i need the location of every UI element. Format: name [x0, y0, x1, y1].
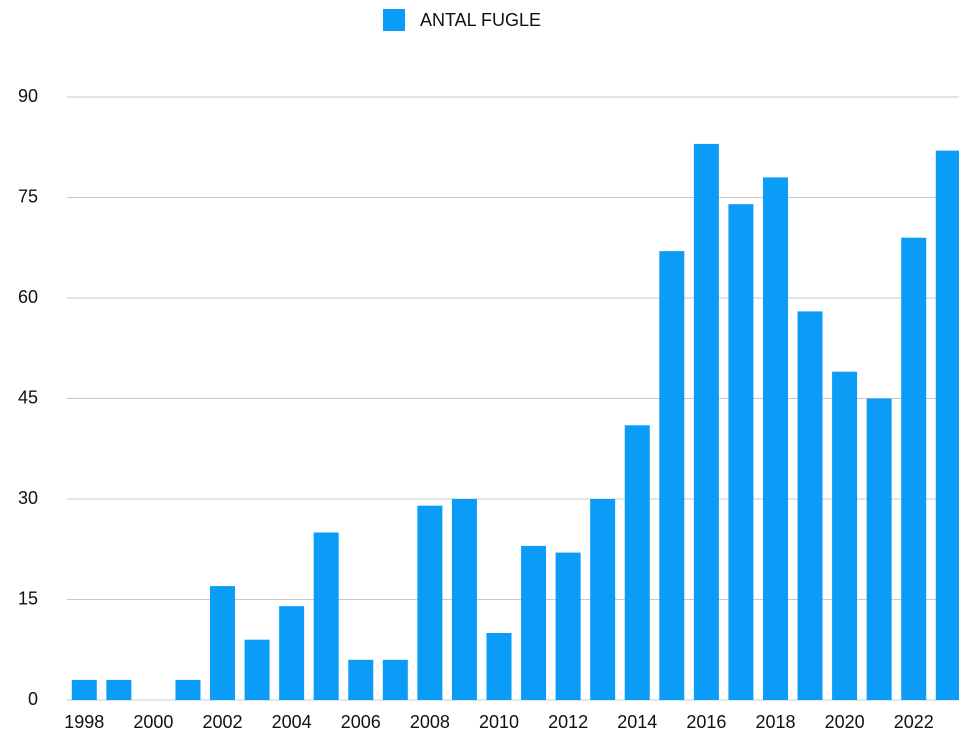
bar — [590, 499, 616, 700]
x-tick-label: 2004 — [272, 712, 312, 732]
x-tick-label: 2022 — [894, 712, 934, 732]
x-tick-label: 2020 — [825, 712, 865, 732]
y-tick-label: 75 — [18, 186, 38, 206]
bar — [417, 505, 443, 700]
bar — [210, 586, 236, 700]
legend-swatch — [383, 9, 405, 31]
bar — [106, 679, 132, 700]
x-tick-label: 2006 — [341, 712, 381, 732]
x-tick-label: 2008 — [410, 712, 450, 732]
bar — [866, 398, 892, 700]
bar — [935, 150, 959, 701]
x-tick-label: 2018 — [755, 712, 795, 732]
bar — [728, 204, 754, 700]
bar — [832, 371, 858, 700]
x-tick-label: 1998 — [64, 712, 104, 732]
bar — [486, 633, 512, 700]
bar — [624, 425, 650, 700]
bar — [244, 639, 270, 700]
y-tick-label: 45 — [18, 387, 38, 407]
y-tick-label: 0 — [28, 689, 38, 709]
bar — [71, 679, 97, 700]
bar — [175, 679, 201, 700]
bar — [901, 237, 927, 700]
bar — [451, 499, 477, 700]
x-tick-label: 2016 — [686, 712, 726, 732]
x-tick-label: 2012 — [548, 712, 588, 732]
bar — [555, 552, 581, 700]
y-tick-label: 30 — [18, 488, 38, 508]
y-tick-label: 15 — [18, 588, 38, 608]
x-tick-label: 2014 — [617, 712, 657, 732]
x-tick-label: 2000 — [133, 712, 173, 732]
bar — [521, 545, 547, 700]
bar — [382, 659, 408, 700]
bar — [693, 143, 719, 700]
legend-label: ANTAL FUGLE — [420, 10, 541, 30]
bar — [659, 251, 685, 700]
bar — [797, 311, 823, 700]
bar — [348, 659, 374, 700]
bar — [313, 532, 339, 700]
bar — [279, 606, 305, 700]
bar — [762, 177, 788, 700]
y-tick-label: 90 — [18, 86, 38, 106]
y-tick-label: 60 — [18, 287, 38, 307]
x-tick-label: 2010 — [479, 712, 519, 732]
x-tick-label: 2002 — [202, 712, 242, 732]
